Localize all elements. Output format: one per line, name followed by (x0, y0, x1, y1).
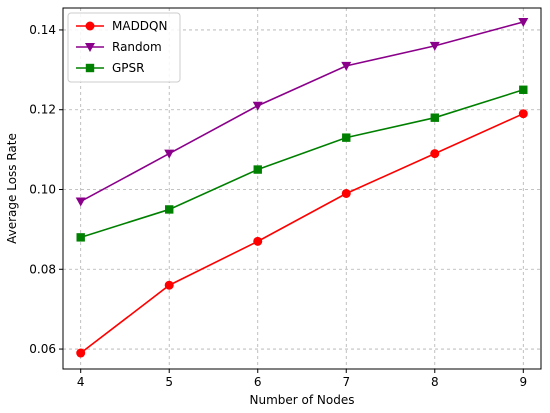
y-axis-ticks: 0.06 0.08 0.10 0.12 0.14 (29, 23, 63, 356)
data-point-gpsr (430, 113, 439, 122)
data-point-maddqn (76, 348, 86, 358)
data-point-maddqn (341, 188, 351, 198)
x-tick-label: 4 (77, 375, 85, 389)
series-line-random (80, 21, 524, 203)
x-tick-label: 8 (431, 375, 439, 389)
x-axis-ticks: 4 5 6 7 8 9 (77, 369, 527, 389)
legend-item-maddqn: MADDQN (76, 19, 167, 33)
y-tick-label: 0.10 (29, 182, 56, 196)
x-tick-label: 7 (342, 375, 350, 389)
legend-box (67, 12, 181, 83)
data-point-gpsr (165, 205, 174, 214)
legend-marker-gpsr (85, 63, 95, 73)
x-tick-label: 9 (519, 375, 527, 389)
data-point-random (429, 41, 440, 51)
data-point-gpsr (76, 233, 85, 242)
data-point-random (164, 149, 175, 159)
legend: MADDQN Random GPSR (67, 12, 181, 83)
y-tick-label: 0.14 (29, 23, 56, 37)
data-point-gpsr (519, 85, 528, 94)
legend-marker-random (85, 43, 95, 52)
data-point-random (75, 197, 86, 207)
data-point-gpsr (253, 165, 262, 174)
series-line-gpsr (80, 89, 524, 239)
plot-frame (62, 7, 542, 370)
data-point-maddqn (430, 149, 440, 159)
legend-item-random: Random (76, 40, 162, 54)
x-tick-label: 5 (165, 375, 173, 389)
data-point-gpsr (342, 133, 351, 142)
data-point-maddqn (518, 109, 528, 119)
y-tick-label: 0.12 (29, 103, 56, 117)
series-layer (75, 17, 529, 358)
data-point-random (518, 17, 529, 27)
y-tick-label: 0.08 (29, 262, 56, 276)
x-axis-label: Number of Nodes (250, 393, 355, 407)
legend-label-gpsr: GPSR (112, 61, 145, 75)
series-random (75, 17, 529, 207)
legend-item-gpsr: GPSR (76, 61, 145, 75)
series-gpsr (76, 85, 528, 242)
x-tick-label: 6 (254, 375, 262, 389)
legend-label-maddqn: MADDQN (112, 19, 167, 33)
series-line-maddqn (80, 112, 524, 354)
data-point-random (252, 101, 263, 111)
data-point-maddqn (253, 236, 263, 246)
legend-marker-maddqn (85, 21, 95, 31)
series-maddqn (76, 109, 528, 358)
y-tick-label: 0.06 (29, 342, 56, 356)
data-point-maddqn (164, 280, 174, 290)
data-point-random (341, 61, 352, 71)
legend-label-random: Random (112, 40, 162, 54)
y-axis-label: Average Loss Rate (5, 133, 19, 244)
